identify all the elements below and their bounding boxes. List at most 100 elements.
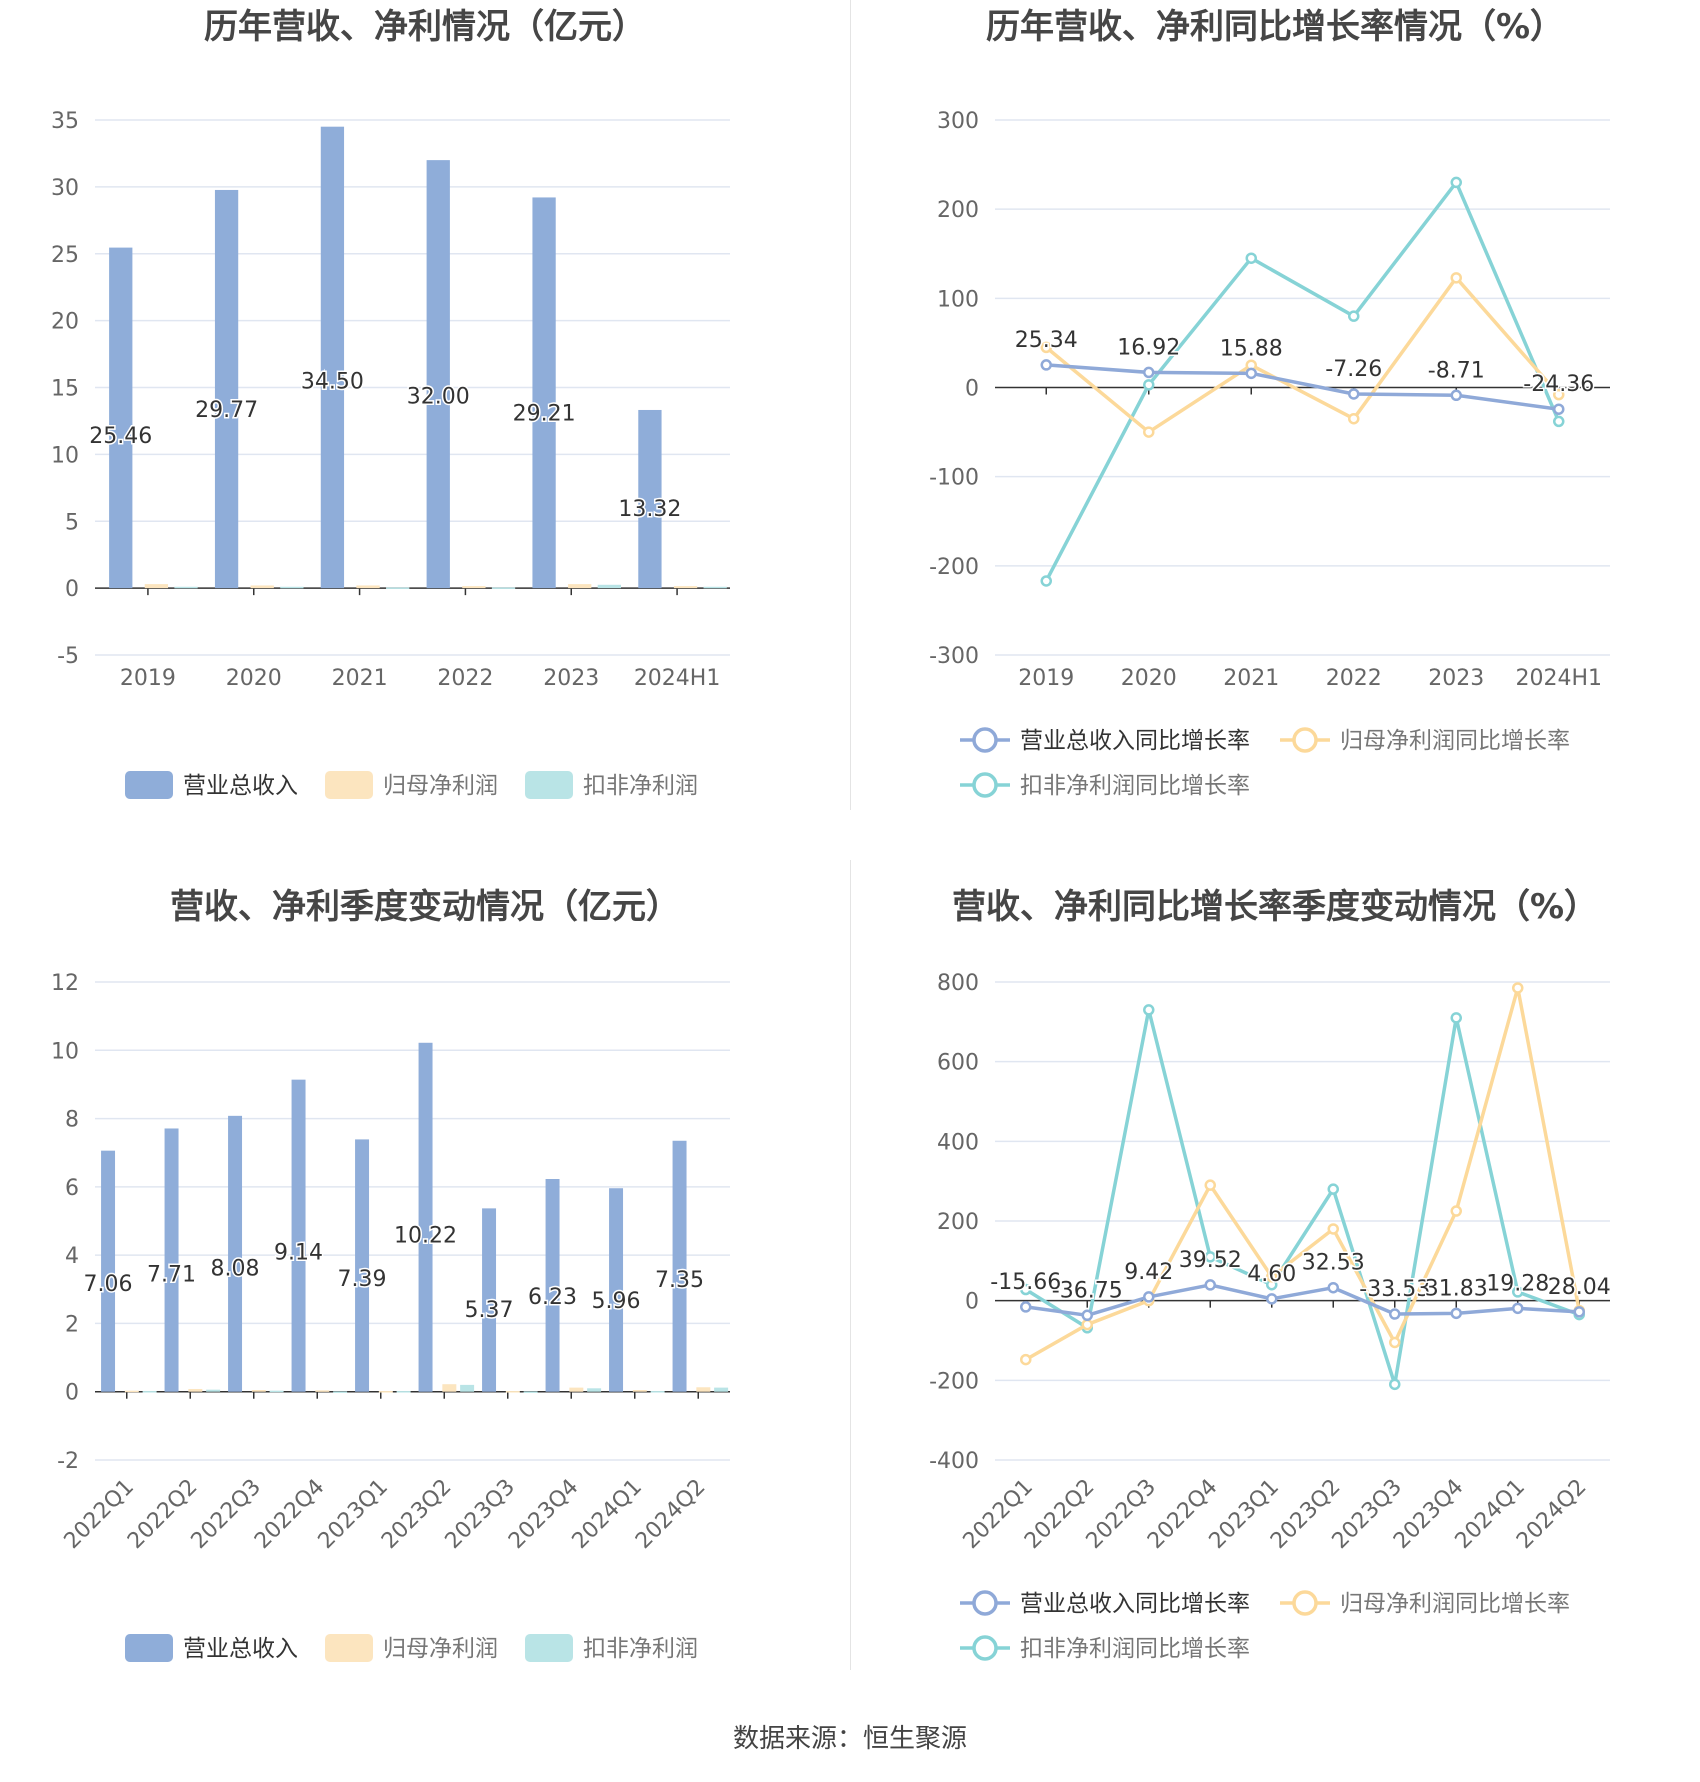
y-tick-label: 20 <box>51 310 79 335</box>
y-tick-label: 300 <box>937 109 979 134</box>
x-tick-label: 2023Q4 <box>504 1475 583 1554</box>
series-point <box>1143 426 1155 438</box>
legend-label: 营业总收入同比增长率 <box>1020 1591 1250 1617</box>
bar-revenue <box>532 197 556 589</box>
legend-label: 扣非净利润 <box>583 773 698 799</box>
series-point <box>1512 982 1524 994</box>
quarterly-growth-svg: 营收、净利同比增长率季度变动情况（%） 800 600 400 200 0 -200 -400… <box>929 887 1612 1662</box>
point-value-label: 25.34 <box>1015 328 1078 353</box>
series-point <box>1020 1301 1032 1313</box>
bar-net-profit <box>315 1390 330 1392</box>
bar-value-label: 10.22 <box>394 1224 457 1249</box>
series-point <box>1573 1306 1585 1318</box>
bar-deducted-profit <box>206 1389 221 1392</box>
x-tick-label: 2023Q3 <box>441 1475 520 1554</box>
bar-deducted-profit <box>714 1387 729 1392</box>
y-tick-label: -300 <box>929 644 979 669</box>
bar-net-profit <box>632 1390 647 1392</box>
x-tick-label: 2023 <box>1428 666 1484 691</box>
bar-deducted-profit <box>174 586 198 589</box>
bar-revenue <box>418 1042 433 1392</box>
y-tick-label: 10 <box>51 443 79 468</box>
bar-deducted-profit <box>650 1391 665 1393</box>
point-value-label: -8.71 <box>1428 358 1485 383</box>
y-tick-label: -5 <box>57 644 79 669</box>
y-tick-label: 2 <box>65 1312 79 1337</box>
y-tick-label: 15 <box>51 377 79 402</box>
bar-net-profit <box>378 1391 393 1393</box>
bar-value-label: 7.35 <box>655 1268 704 1293</box>
series-point <box>1266 1293 1278 1305</box>
y-tick-label: 12 <box>51 971 79 996</box>
chart-title: 营收、净利同比增长率季度变动情况（%） <box>952 887 1598 927</box>
bar-revenue <box>545 1179 560 1392</box>
legend-label: 归母净利润同比增长率 <box>1340 728 1570 754</box>
chart-title: 历年营收、净利情况（亿元） <box>204 7 646 47</box>
point-value-label: 19.28 <box>1486 1271 1549 1296</box>
bar-revenue <box>426 160 450 589</box>
bar-revenue <box>101 1150 116 1392</box>
series-point <box>1020 1283 1032 1296</box>
bar-value-label: 32.00 <box>407 385 470 410</box>
x-tick-label: 2024Q2 <box>631 1475 710 1554</box>
series-line-revenue <box>1025 1283 1580 1318</box>
series-point <box>1204 1179 1216 1191</box>
quarterly-values-svg: 营收、净利季度变动情况（亿元）121086420-22022Q12022Q220… <box>51 887 730 1662</box>
bar-net-profit <box>696 1387 711 1392</box>
bar-revenue <box>609 1188 624 1392</box>
x-tick-label: 2022Q2 <box>123 1475 202 1554</box>
point-value-label: 31.83 <box>1425 1276 1488 1301</box>
bar-net-profit <box>568 584 592 589</box>
data-source-note: 数据来源：恒生聚源 <box>732 1724 967 1754</box>
bar-net-profit <box>462 586 486 589</box>
annual-values-chart: 历年营收、净利情况（亿元） 35 30 25 20 15 10 5 0 -5 2019 2020 202… <box>0 0 850 810</box>
y-tick-label: -200 <box>929 555 979 580</box>
x-tick-label: 2024H1 <box>634 666 721 691</box>
x-tick-label: 2022Q4 <box>250 1475 329 1554</box>
series-point <box>1327 1223 1339 1235</box>
series-point <box>1389 1308 1401 1320</box>
y-tick-label: -400 <box>929 1449 979 1474</box>
bar-revenue <box>228 1115 243 1392</box>
y-tick-label: -200 <box>929 1369 979 1394</box>
legend-marker <box>972 727 998 753</box>
y-tick-label: 8 <box>65 1108 79 1133</box>
x-tick-label: 2021 <box>1223 666 1279 691</box>
quarterly-growth-chart: 营收、净利同比增长率季度变动情况（%） 800 600 400 200 0 -200 -400… <box>850 860 1700 1680</box>
series-point <box>1512 1302 1524 1315</box>
bar-net-profit <box>250 585 274 589</box>
y-tick-label: 0 <box>65 577 79 602</box>
series-point <box>1020 1353 1032 1366</box>
series-point <box>1245 367 1257 380</box>
series-point <box>1553 403 1565 415</box>
point-value-label: 15.88 <box>1220 336 1283 361</box>
series-point <box>1450 1205 1462 1217</box>
x-tick-label: 2023 <box>543 666 599 691</box>
series-point <box>1389 1336 1401 1349</box>
series-point <box>1450 272 1462 284</box>
bar-revenue <box>355 1139 370 1392</box>
y-tick-label: 100 <box>937 287 979 312</box>
series-point <box>1081 1309 1093 1322</box>
legend-label: 归母净利润 <box>383 773 498 799</box>
series-point <box>1040 575 1052 587</box>
bar-net-profit <box>569 1387 584 1392</box>
bar-net-profit <box>251 1390 266 1392</box>
bar-net-profit <box>124 1390 139 1393</box>
bar-value-label: 5.96 <box>592 1289 641 1314</box>
series-line-revenue <box>1046 363 1559 411</box>
bar-value-label: 8.08 <box>211 1257 260 1282</box>
point-value-label: 28.04 <box>1548 1275 1611 1300</box>
bar-value-label: 6.23 <box>528 1285 577 1310</box>
y-tick-label: 600 <box>937 1051 979 1076</box>
y-tick-label: -2 <box>57 1449 79 1474</box>
bar-net-profit <box>356 585 380 589</box>
series-point <box>1450 389 1462 402</box>
bar-value-label: 7.71 <box>147 1262 196 1287</box>
y-tick-label: 30 <box>51 176 79 201</box>
y-tick-label: 0 <box>965 1290 979 1315</box>
series-point <box>1081 1318 1093 1331</box>
bar-deducted-profit <box>280 586 304 589</box>
series-point <box>1204 1279 1216 1291</box>
bar-net-profit <box>188 1388 203 1392</box>
